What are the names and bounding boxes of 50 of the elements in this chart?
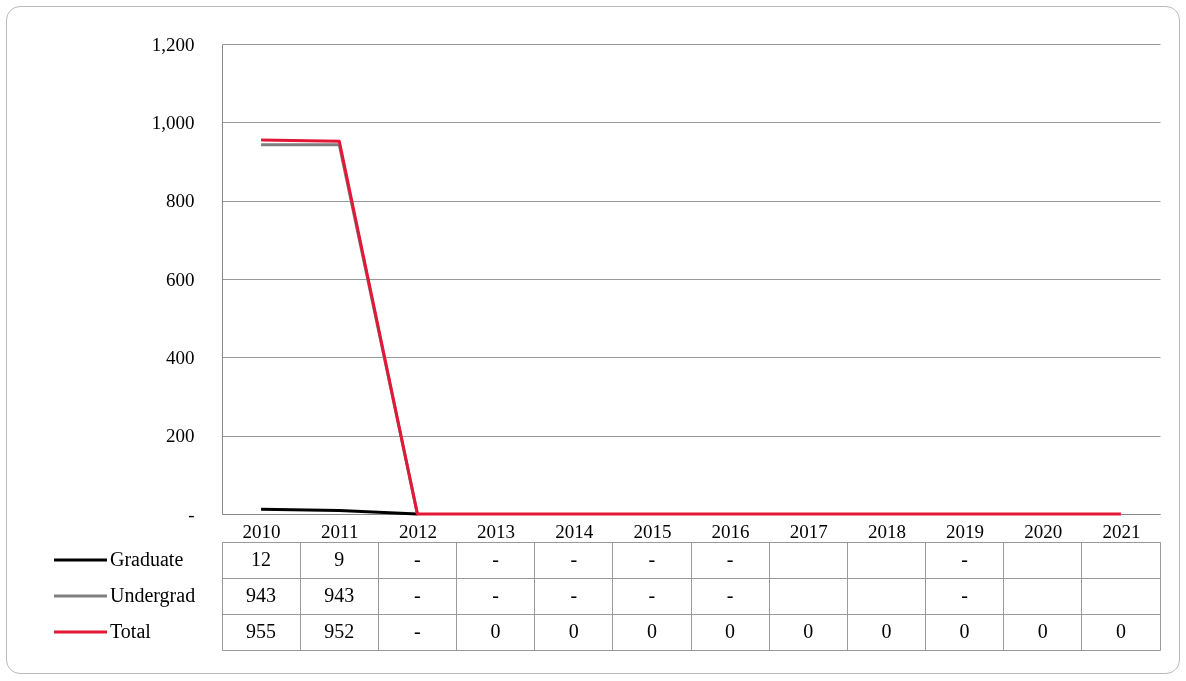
data-label: 0 xyxy=(1115,620,1126,642)
data-label: 0 xyxy=(725,620,736,642)
x-tick-label: 2015 xyxy=(633,520,672,542)
text: - xyxy=(961,548,968,570)
data-label: 0 xyxy=(1037,620,1048,642)
text: - xyxy=(570,548,578,570)
text: - xyxy=(492,584,499,606)
data-label: 943 xyxy=(246,584,277,606)
x-tick-label: 2011 xyxy=(321,520,359,542)
data-label: - xyxy=(414,584,421,606)
x-tick-label: 2017 xyxy=(789,520,828,542)
data-label: 0 xyxy=(803,620,814,642)
y-tick-label: 1,000 xyxy=(151,111,195,133)
legend-label: Undergrad xyxy=(110,584,196,607)
x-tick-label: 2014 xyxy=(555,520,594,542)
x-tick-label: 2020 xyxy=(1024,520,1063,542)
x-tick-label: 2012 xyxy=(398,520,437,542)
text: - xyxy=(726,584,734,606)
data-label: 943 xyxy=(324,584,355,606)
y-tick-label: 200 xyxy=(166,425,195,447)
y-tick-label: 600 xyxy=(166,268,195,290)
data-label: 9 xyxy=(334,548,345,570)
text: - xyxy=(648,584,656,606)
data-label: 952 xyxy=(324,620,355,642)
text: - xyxy=(726,548,734,570)
y-tick-label: - xyxy=(188,503,195,525)
y-tick-label: 1,200 xyxy=(151,33,195,55)
data-label: 955 xyxy=(246,620,277,642)
data-label: 0 xyxy=(959,620,970,642)
text: - xyxy=(492,548,499,570)
x-tick-label: 2021 xyxy=(1102,520,1141,542)
data-label: 0 xyxy=(490,620,501,642)
data-label: 12 xyxy=(251,548,272,570)
legend-label: Graduate xyxy=(110,548,184,570)
text: - xyxy=(570,584,578,606)
y-tick-label: 400 xyxy=(166,346,195,368)
text: - xyxy=(961,584,968,606)
data-label: 0 xyxy=(881,620,892,642)
data-label: 0 xyxy=(646,620,657,642)
x-tick-label: 2019 xyxy=(946,520,985,542)
legend-label: Total xyxy=(110,620,152,642)
y-tick-label: 800 xyxy=(166,190,195,212)
x-tick-label: 2013 xyxy=(477,520,516,542)
data-label: - xyxy=(414,548,421,570)
data-label: - xyxy=(414,620,421,642)
x-tick-label: 2016 xyxy=(711,520,750,542)
x-tick-label: 2018 xyxy=(867,520,906,542)
data-label: 0 xyxy=(568,620,579,642)
x-tick-label: 2010 xyxy=(242,520,281,542)
text: - xyxy=(648,548,656,570)
